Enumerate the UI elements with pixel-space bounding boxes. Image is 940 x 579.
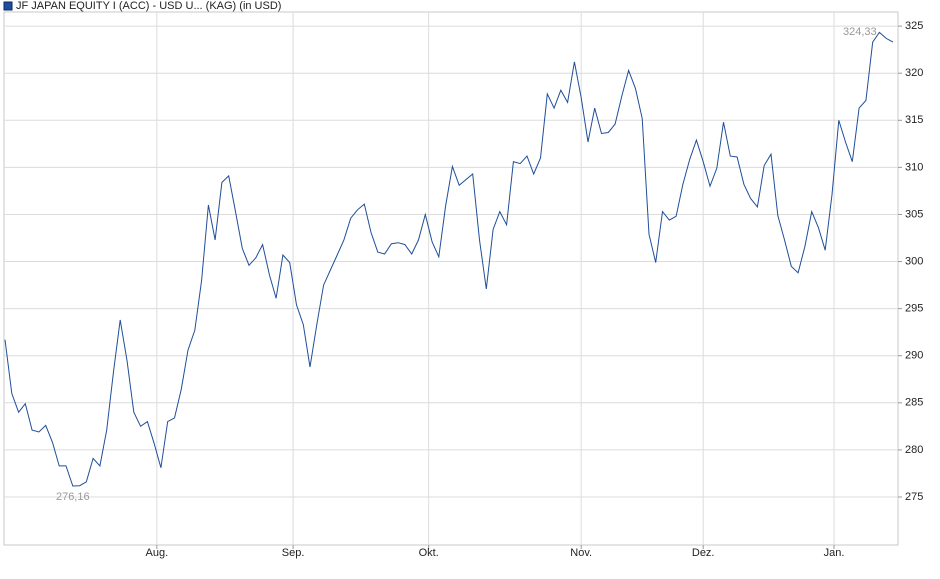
y-tick-label: 320 [905, 67, 923, 79]
y-tick-label: 305 [905, 208, 923, 220]
legend-label: JF JAPAN EQUITY I (ACC) - USD U... (KAG)… [16, 0, 281, 12]
x-tick-label: Sep. [282, 547, 305, 559]
x-tick-label: Okt. [419, 547, 439, 559]
x-tick-label: Nov. [570, 547, 592, 559]
y-tick-label: 325 [905, 20, 923, 32]
y-tick-label: 300 [905, 255, 923, 267]
value-label: 324,33 [843, 26, 877, 38]
x-tick-label: Aug. [146, 547, 169, 559]
plot-frame [3, 11, 899, 546]
y-tick-label: 315 [905, 114, 923, 126]
y-tick-label: 285 [905, 397, 923, 409]
y-tick-label: 275 [905, 491, 923, 503]
series-line [4, 31, 894, 487]
legend-swatch [3, 1, 13, 11]
y-tick-label: 310 [905, 161, 923, 173]
y-tick-label: 295 [905, 303, 923, 315]
value-label: 276,16 [56, 491, 90, 503]
x-tick-label: Jan. [824, 547, 845, 559]
x-tick-label: Dez. [692, 547, 715, 559]
y-tick-label: 280 [905, 444, 923, 456]
y-tick-label: 290 [905, 350, 923, 362]
